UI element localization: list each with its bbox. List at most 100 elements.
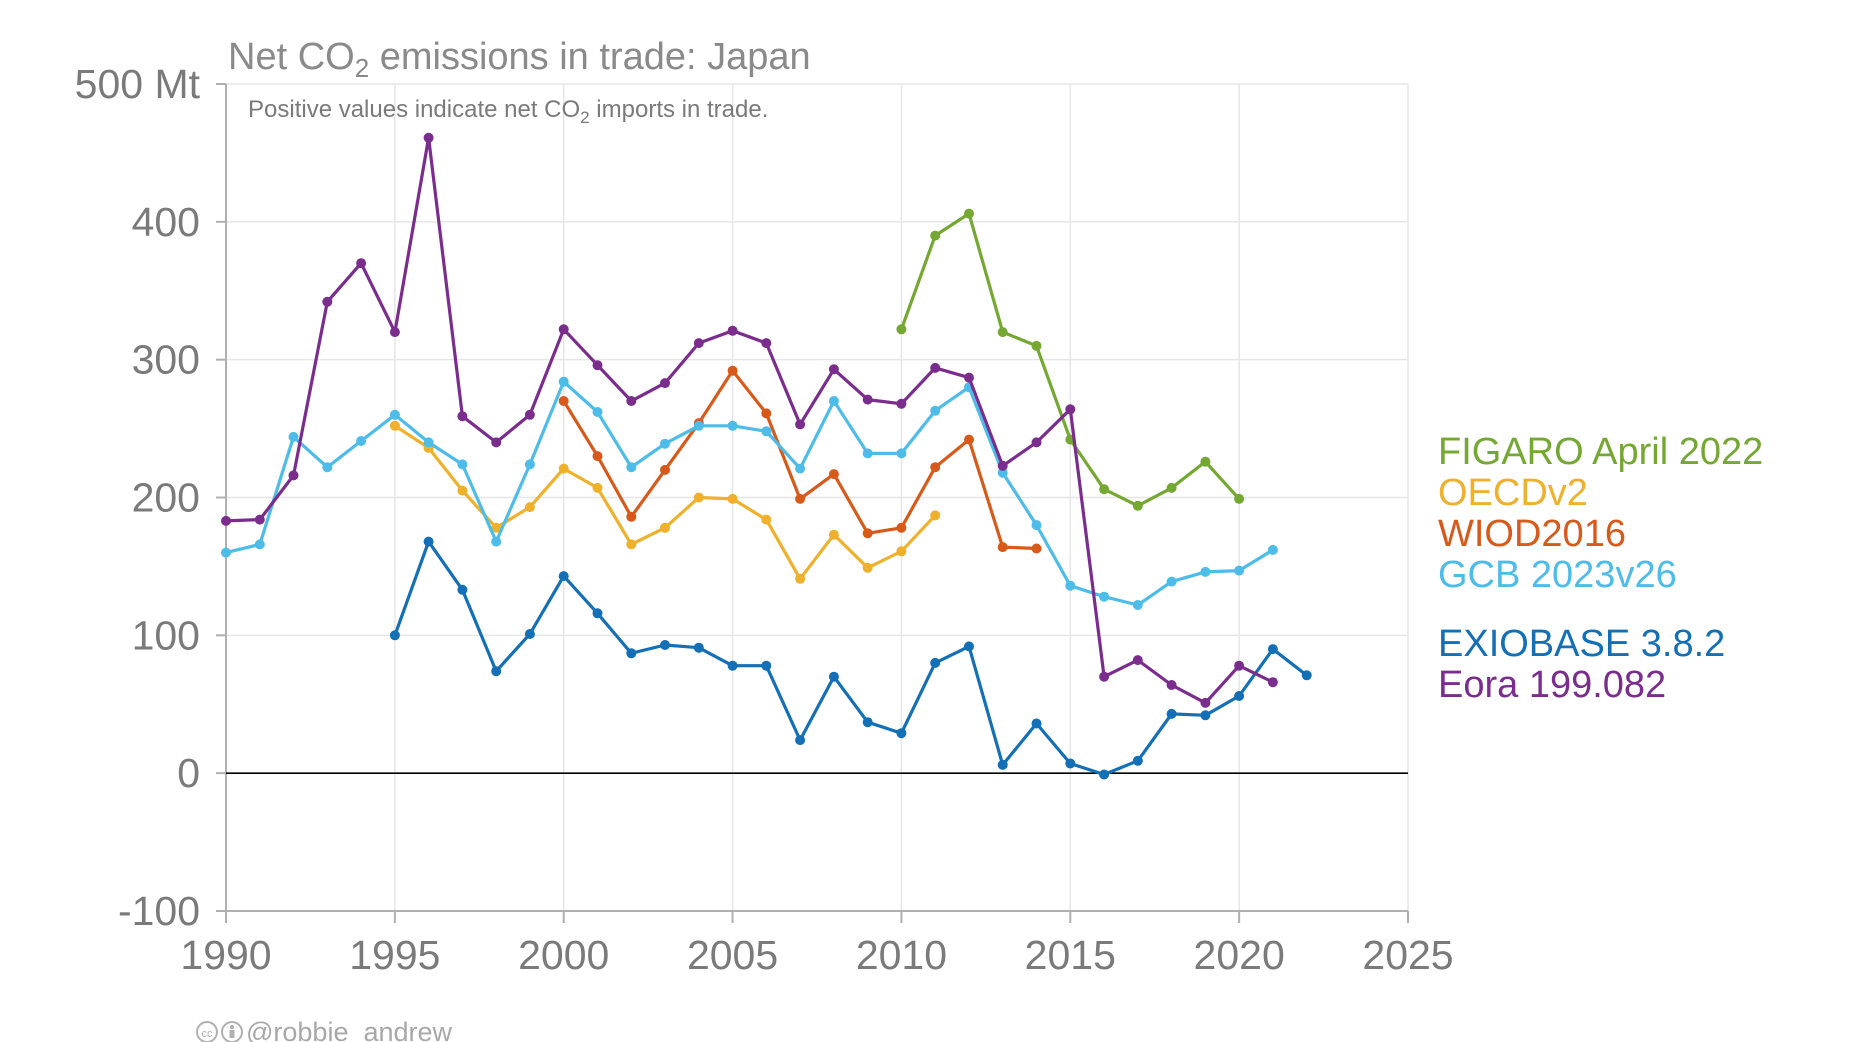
data-point <box>1031 543 1042 554</box>
data-point <box>727 420 738 431</box>
data-point <box>1200 566 1211 577</box>
data-point <box>626 648 637 659</box>
credit-text: @robbie_andrew <box>246 1017 453 1042</box>
data-point <box>1301 670 1312 681</box>
data-point <box>322 296 333 307</box>
data-point <box>592 360 603 371</box>
legend-entry: OECDv2 <box>1438 472 1588 514</box>
data-point <box>1065 580 1076 591</box>
data-point <box>626 511 637 522</box>
data-point <box>660 464 670 475</box>
data-point <box>930 510 941 521</box>
data-point <box>795 493 806 504</box>
data-point <box>1234 660 1245 671</box>
axes: -100 0 100 200 300 400 500 Mt 1990 1995 2000 2005 2… <box>75 61 1454 978</box>
data-point <box>693 420 704 431</box>
data-point <box>1099 591 1110 602</box>
data-point <box>288 470 299 481</box>
data-point <box>660 640 670 650</box>
data-point <box>254 514 265 525</box>
data-point <box>693 492 704 503</box>
data-point <box>423 132 434 143</box>
data-point <box>862 394 873 405</box>
data-point <box>389 327 400 338</box>
data-point <box>930 657 941 668</box>
data-point <box>1099 671 1110 682</box>
x-tick-label: 2020 <box>1194 932 1285 978</box>
series-line <box>393 539 1308 777</box>
data-point <box>1031 437 1042 448</box>
series-line <box>225 380 1274 607</box>
data-point <box>491 536 502 547</box>
data-point <box>930 362 941 373</box>
data-point <box>896 522 907 533</box>
data-point <box>930 462 941 473</box>
data-point <box>626 539 637 550</box>
data-point <box>1099 769 1110 780</box>
y-tick-label: 0 <box>177 750 200 796</box>
chart-title: Net CO2 emissions in trade: Japan <box>228 36 811 83</box>
data-point <box>795 573 806 584</box>
legend-entry: EXIOBASE 3.8.2 <box>1438 623 1725 665</box>
data-point <box>896 398 907 409</box>
data-point <box>761 660 772 671</box>
data-point <box>626 396 637 406</box>
data-point <box>1166 680 1177 690</box>
data-point <box>389 630 400 641</box>
data-point <box>389 409 400 420</box>
data-point <box>896 324 907 335</box>
data-point <box>828 529 839 540</box>
data-point <box>558 376 569 387</box>
data-point <box>660 438 670 449</box>
y-tick-label: 500 Mt <box>75 61 201 107</box>
data-point <box>1166 708 1177 719</box>
data-point <box>964 641 974 652</box>
data-point <box>1132 655 1143 666</box>
data-point <box>524 409 535 420</box>
credit: cc @robbie_andrew <box>196 1017 453 1042</box>
data-point <box>592 608 603 619</box>
data-point <box>997 467 1008 478</box>
data-point <box>1267 644 1278 655</box>
data-point <box>423 437 434 448</box>
legend-entry: FIGARO April 2022 <box>1438 431 1763 473</box>
data-point <box>727 325 738 336</box>
data-point <box>1031 340 1042 351</box>
y-tick-label: 100 <box>132 612 200 658</box>
x-tick-label: 2005 <box>687 932 778 978</box>
data-point <box>1099 484 1110 495</box>
data-point <box>322 462 333 473</box>
data-point <box>1234 691 1245 701</box>
data-point <box>828 671 839 682</box>
data-point <box>288 431 299 442</box>
data-point <box>828 364 839 375</box>
legend-entry: GCB 2023v26 <box>1438 554 1677 596</box>
data-point <box>423 536 434 547</box>
cc-icon: cc <box>196 1021 218 1042</box>
data-point <box>1267 677 1278 688</box>
x-tick-label: 1995 <box>349 932 440 978</box>
data-point <box>524 459 535 470</box>
data-point <box>491 666 502 677</box>
x-tick-label: 2025 <box>1362 932 1453 978</box>
data-point <box>862 528 873 539</box>
x-tick-label: 1990 <box>180 932 271 978</box>
data-point <box>1065 758 1076 769</box>
data-point <box>930 405 941 416</box>
data-point <box>491 437 502 448</box>
data-point <box>221 547 231 558</box>
svg-text:cc: cc <box>202 1028 214 1040</box>
data-point <box>558 463 569 474</box>
data-point <box>558 396 569 406</box>
data-point <box>660 378 670 389</box>
legend-entry: Eora 199.082 <box>1438 664 1666 706</box>
gridlines <box>226 83 1409 912</box>
data-point <box>1132 755 1143 766</box>
data-point <box>626 462 637 473</box>
data-point <box>524 629 535 639</box>
data-point <box>964 372 974 383</box>
data-point <box>761 338 772 349</box>
by-icon <box>221 1021 243 1042</box>
x-tick-label: 2000 <box>518 932 609 978</box>
